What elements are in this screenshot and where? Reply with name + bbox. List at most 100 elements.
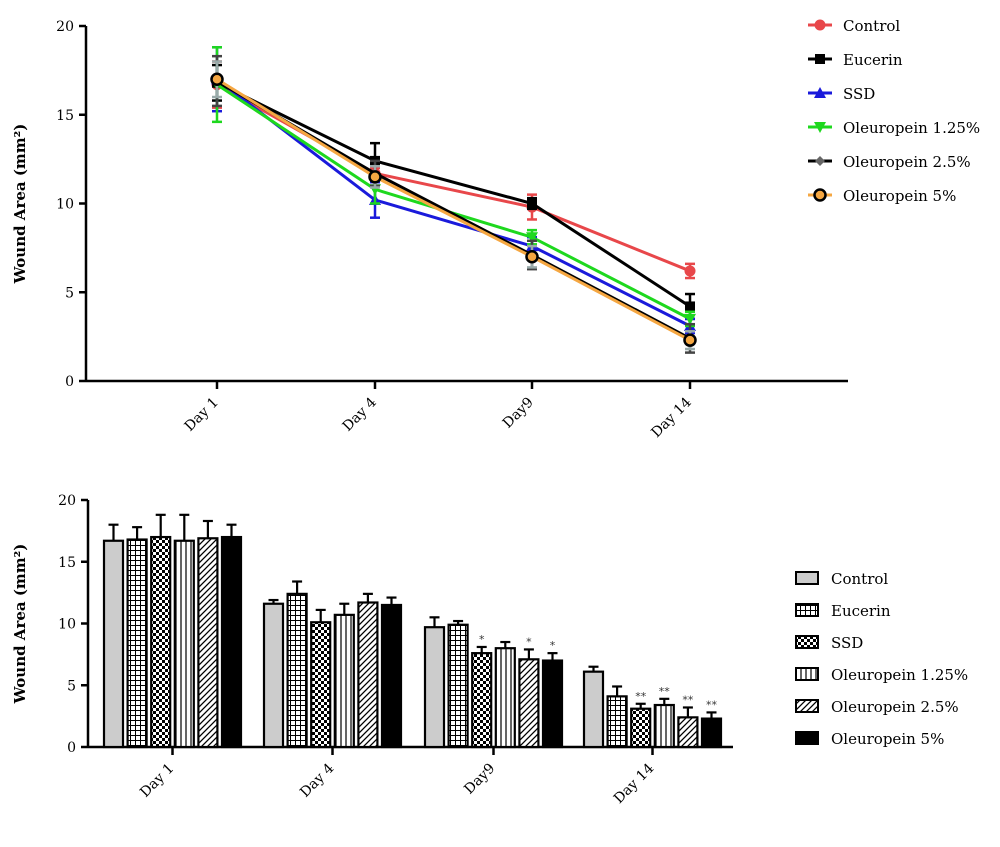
legend-label: Oleuropein 5%: [843, 187, 956, 205]
legend-marker: [814, 87, 826, 98]
bar: [471, 652, 493, 749]
bar: [310, 621, 332, 749]
line-series: [212, 63, 695, 321]
legend-label: Control: [831, 570, 888, 588]
legend-swatch: [795, 667, 819, 681]
data-point: [527, 198, 537, 209]
legend-marker: [815, 54, 825, 64]
y-tick-label: 15: [56, 108, 74, 124]
legend-label: Oleuropein 1.25%: [831, 666, 968, 684]
legend-label: SSD: [843, 85, 875, 103]
legend-item: Oleuropein 2.5%: [795, 698, 959, 716]
bar: [150, 535, 172, 749]
bar: [630, 707, 652, 749]
legend-item: Oleuropein 5%: [808, 187, 956, 205]
y-axis-title: Wound Area (mm²): [11, 124, 29, 285]
bar-series: ***: [220, 523, 723, 749]
significance-label: **: [659, 685, 671, 698]
bar: [126, 538, 148, 749]
bar: [700, 717, 723, 749]
series-line: [216, 83, 691, 321]
legend-swatch: [795, 699, 819, 713]
legend-item: Control: [795, 570, 888, 588]
legend-item: Eucerin: [808, 51, 903, 69]
line-chart: 0 5 10 15 20 Wound Area (mm²) Day 1 Day 4 Day9 Da…: [11, 17, 980, 441]
line-series: [211, 60, 696, 280]
legend-label: Oleuropein 2.5%: [831, 698, 959, 716]
series-line: [216, 78, 691, 328]
bar: [286, 592, 308, 749]
legend-swatch: [795, 635, 819, 649]
bar-series: [126, 526, 628, 749]
bar: [606, 695, 628, 749]
y-tick-label: 5: [67, 678, 76, 694]
legend-label: Control: [843, 17, 900, 35]
legend-marker: [813, 188, 827, 202]
significance-label: **: [635, 690, 647, 703]
bar-series: **: [173, 513, 675, 749]
legend: Control Eucerin SSD Oleuropein 1.25% Oleurop…: [808, 17, 980, 205]
significance-label: **: [682, 693, 694, 706]
x-tick-label: Day 4: [297, 760, 337, 800]
significance-label: *: [526, 635, 532, 648]
data-point: [685, 301, 695, 312]
bar-chart: 0 5 10 15 20 Wound Area (mm²) Day 1 Day 4 Day9 Da…: [11, 493, 968, 807]
y-tick-label: 20: [56, 19, 74, 35]
y-tick-label: 5: [65, 285, 74, 301]
bar: [582, 670, 605, 749]
bar: [102, 539, 125, 749]
significance-label: **: [706, 698, 718, 711]
y-tick-label: 0: [67, 740, 76, 756]
bar: [653, 703, 675, 749]
x-tick-label: Day 14: [648, 394, 695, 441]
legend-marker: [815, 156, 825, 166]
bar: [220, 535, 243, 749]
line-series: [211, 46, 696, 328]
y-tick-label: 10: [58, 617, 76, 633]
y-tick-label: 20: [58, 493, 76, 509]
series-line: [216, 77, 691, 342]
data-point: [525, 250, 539, 264]
bar: [494, 647, 516, 749]
data-point: [526, 232, 538, 244]
x-tick-label: Day 1: [137, 761, 177, 801]
x-tick-label: Day 14: [611, 760, 658, 807]
legend-label: Eucerin: [843, 51, 903, 69]
legend: Control Eucerin SSD Oleuropein 1.25% Oleurop…: [795, 570, 968, 748]
legend-label: SSD: [831, 634, 863, 652]
bar-series: [102, 523, 605, 749]
legend-swatch: [795, 571, 819, 585]
bar: [357, 601, 379, 749]
y-axis-title: Wound Area (mm²): [11, 544, 29, 705]
bar: [447, 623, 469, 749]
legend-item: Oleuropein 5%: [795, 730, 944, 748]
legend-item: Oleuropein 2.5%: [808, 153, 971, 171]
legend-item: Eucerin: [795, 602, 891, 620]
line-series: [212, 54, 695, 354]
legend-item: SSD: [795, 634, 863, 652]
x-tick-label: Day 4: [340, 394, 380, 434]
bar: [518, 658, 540, 749]
bar: [541, 659, 564, 749]
bar-series: ***: [197, 519, 699, 749]
data-point: [684, 265, 696, 277]
series-line: [216, 79, 691, 340]
legend-label: Oleuropein 2.5%: [843, 153, 971, 171]
bar-series: ***: [150, 513, 652, 749]
series-line: [216, 81, 691, 308]
bar: [380, 603, 403, 749]
legend-item: Oleuropein 1.25%: [808, 119, 980, 137]
y-tick-label: 0: [65, 374, 74, 390]
legend-swatch: [795, 603, 819, 617]
bar: [173, 539, 195, 749]
legend-item: Oleuropein 1.25%: [795, 666, 968, 684]
legend-label: Eucerin: [831, 602, 891, 620]
legend-item: Control: [808, 17, 900, 35]
legend-swatch: [795, 731, 819, 745]
y-tick-label: 10: [56, 197, 74, 213]
legend-label: Oleuropein 1.25%: [843, 119, 980, 137]
data-point: [210, 72, 224, 86]
legend-item: SSD: [808, 85, 875, 103]
legend-label: Oleuropein 5%: [831, 730, 944, 748]
